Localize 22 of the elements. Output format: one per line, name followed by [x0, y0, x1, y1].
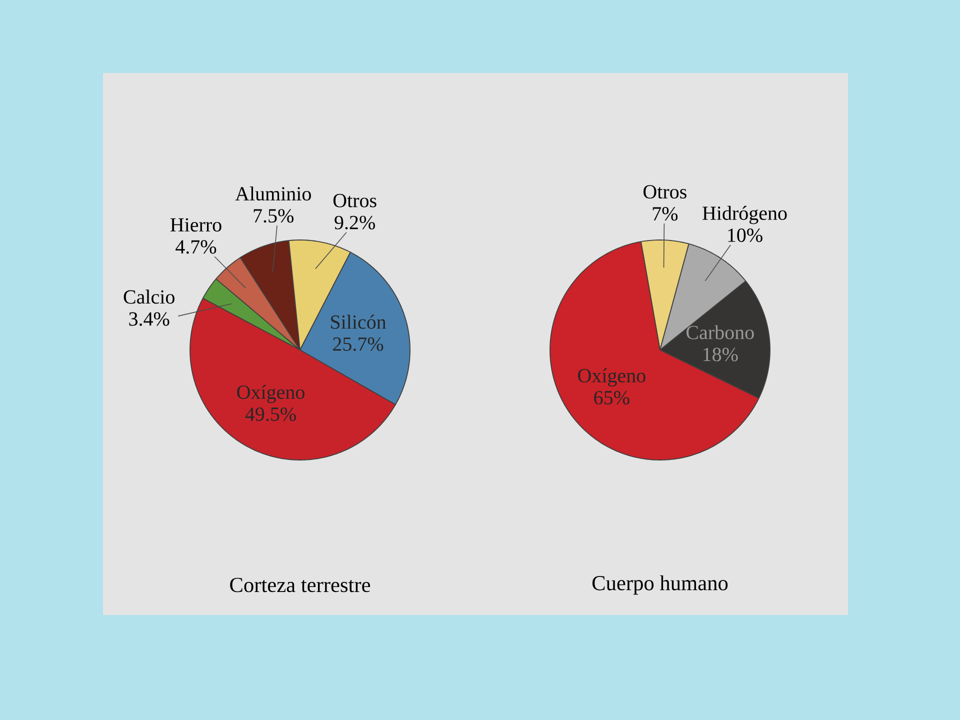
data-label: 65% — [594, 390, 630, 404]
slice-label: Oxígeno — [237, 384, 304, 404]
data-label: 3.4% — [129, 312, 170, 326]
text: Corteza terrestre — [230, 578, 370, 592]
slice-label: Hierro — [170, 218, 222, 232]
slice-label: Otros — [333, 194, 376, 208]
data-label: 25.7% — [333, 337, 384, 351]
data-label: 18% — [704, 348, 738, 362]
slice-label: Calcio — [124, 290, 174, 304]
data-label: 9.2% — [334, 216, 375, 230]
text: Cuerpo humano — [592, 575, 728, 595]
data-label: 7% — [652, 207, 678, 221]
data-label: 10% — [728, 228, 762, 242]
slice-label: Aluminio — [235, 186, 311, 201]
slice-label: Otros — [644, 185, 686, 199]
slice-label: Silicón — [331, 314, 386, 329]
data-label: 49.5% — [245, 407, 296, 422]
slice-label: Oxígeno — [578, 368, 646, 387]
data-label: 7.5% — [254, 209, 294, 223]
slice-label: Hidrógeno — [702, 206, 787, 224]
data-label: 4.7% — [176, 240, 216, 254]
slice-label: Carbono — [686, 325, 754, 340]
